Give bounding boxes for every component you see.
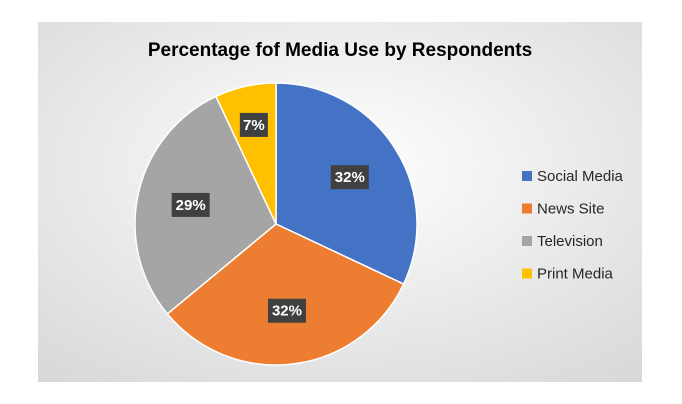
data-label-box (330, 165, 369, 190)
legend-swatch (522, 268, 532, 279)
pie-slice (166, 223, 405, 366)
legend-label: News Site (537, 200, 605, 217)
chart-title: Percentage fof Media Use by Respondents (148, 40, 532, 61)
legend-swatch (522, 203, 532, 214)
legend-label: Television (537, 233, 603, 250)
legend-label: Print Media (537, 265, 614, 282)
data-label-box (171, 192, 210, 217)
data-label: 7% (243, 117, 265, 134)
data-label: 32% (272, 303, 302, 320)
legend-swatch (522, 236, 532, 246)
data-label: 32% (335, 169, 365, 186)
legend-swatch (522, 171, 532, 181)
data-label-box (239, 112, 268, 137)
data-label-box (267, 298, 306, 323)
legend-label: Social Media (537, 168, 624, 185)
data-label: 29% (176, 197, 206, 214)
